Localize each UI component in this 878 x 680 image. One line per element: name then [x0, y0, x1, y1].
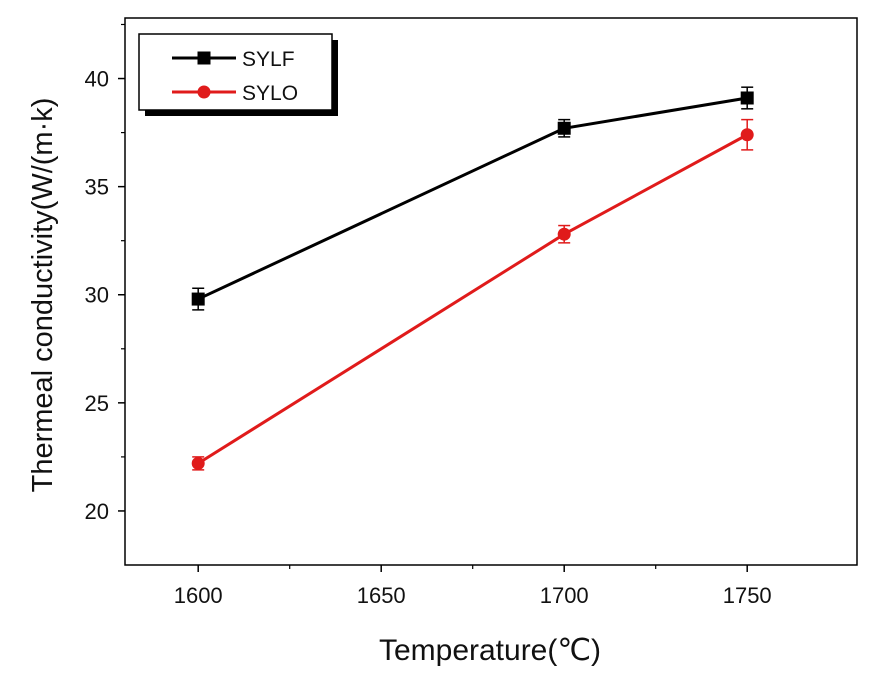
legend-item-sylo: SYLO — [172, 82, 298, 105]
legend-box — [138, 33, 333, 111]
ticks: 1600 1650 1700 1750 20 25 30 35 40 — [85, 23, 772, 608]
data-point — [740, 128, 754, 142]
plot-frame — [124, 17, 858, 566]
y-tick-label: 25 — [85, 391, 109, 416]
legend: SYLF SYLO — [138, 33, 338, 116]
series-line — [197, 133, 748, 465]
legend-swatch-marker — [197, 51, 211, 65]
legend-label: SYLO — [242, 82, 298, 105]
y-tick-label: 30 — [85, 283, 109, 308]
legend-item-sylf: SYLF — [172, 48, 295, 71]
data-point — [557, 227, 571, 241]
x-tick-label: 1650 — [357, 583, 406, 608]
series-sylf — [191, 86, 754, 311]
legend-swatch-marker — [197, 85, 211, 99]
data-point — [191, 456, 205, 470]
x-tick-label: 1750 — [723, 583, 772, 608]
axes — [124, 17, 858, 566]
y-tick-label: 20 — [85, 499, 109, 524]
x-tick-label: 1700 — [540, 583, 589, 608]
y-tick-label: 40 — [85, 67, 109, 92]
x-tick-label: 1600 — [174, 583, 223, 608]
series — [191, 86, 754, 471]
data-point — [191, 292, 205, 306]
y-tick-label: 35 — [85, 175, 109, 200]
y-axis-title: Thermeal conductivity(W/(m·k) — [27, 98, 59, 493]
series-sylo — [191, 118, 754, 471]
series-line — [197, 96, 748, 301]
x-axis-title: Temperature(℃) — [379, 634, 601, 667]
data-point — [740, 91, 754, 105]
legend-label: SYLF — [242, 48, 295, 71]
data-point — [557, 121, 571, 135]
